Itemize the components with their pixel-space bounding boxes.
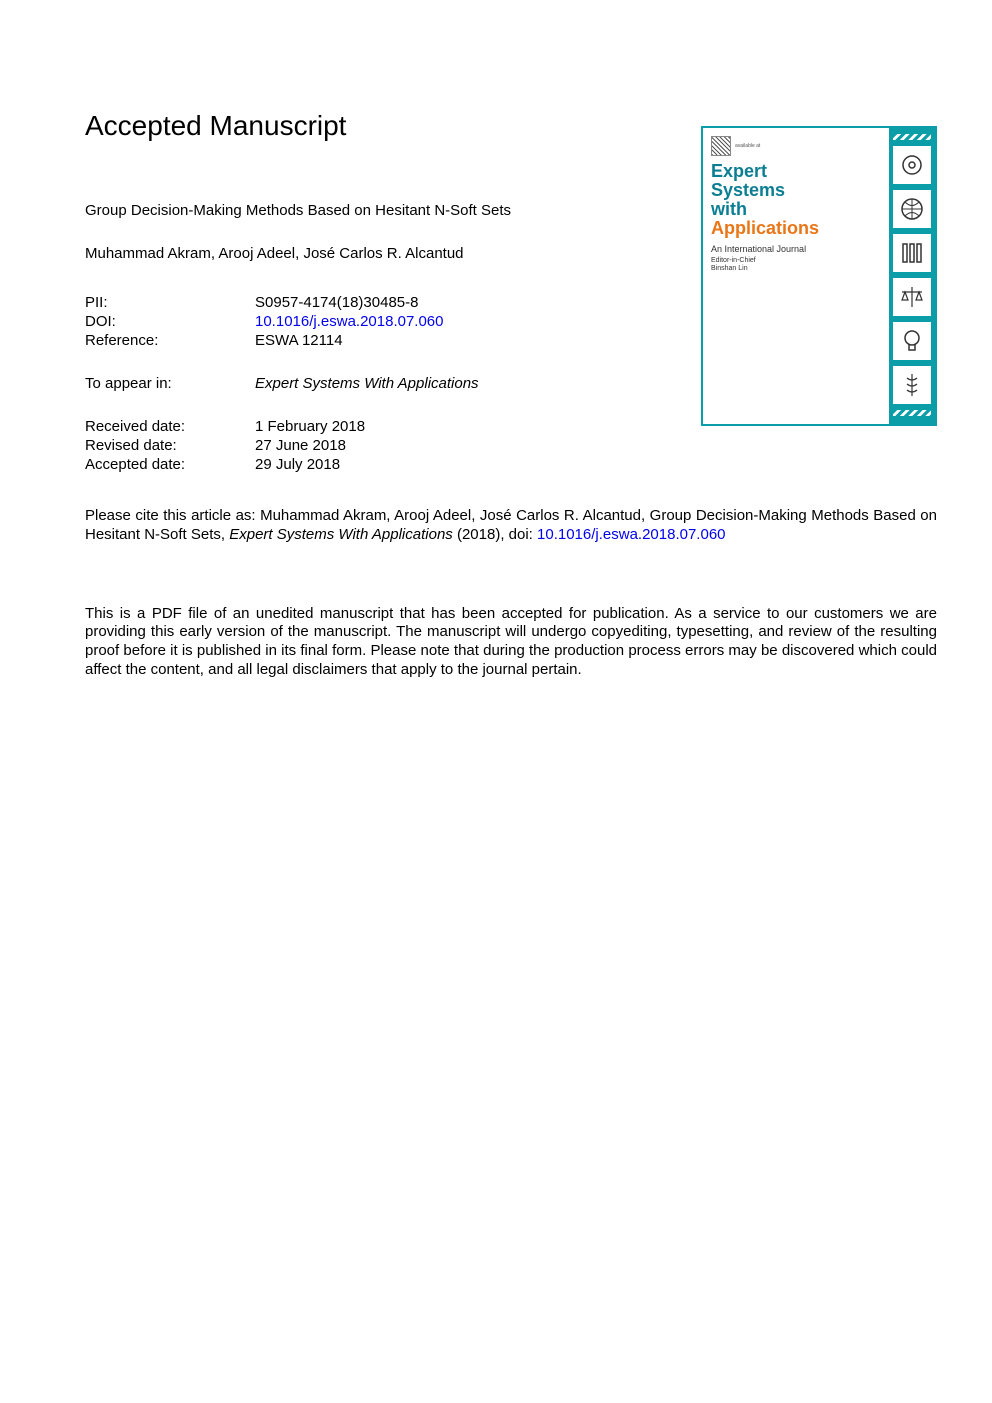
received-value: 1 February 2018 [255,418,365,435]
cover-title-line1: Expert [711,162,883,181]
doi-label: DOI: [85,313,255,330]
cover-subtitle: An International Journal [711,244,883,255]
cover-hatch-decoration [893,134,931,140]
article-title: Group Decision-Making Methods Based on H… [85,202,625,219]
citation-block: Please cite this article as: Muhammad Ak… [85,507,937,545]
to-appear-value: Expert Systems With Applications [255,375,479,392]
revised-label: Revised date: [85,437,255,454]
citation-year: (2018), doi: [453,526,537,543]
dates-block: Received date: 1 February 2018 Revised d… [85,418,937,473]
accepted-row: Accepted date: 29 July 2018 [85,456,937,473]
cover-logo-text: available at [735,143,760,149]
citation-doi-link[interactable]: 10.1016/j.eswa.2018.07.060 [537,526,726,543]
citation-journal: Expert Systems With Applications [229,526,453,543]
pii-value: S0957-4174(18)30485-8 [255,294,418,311]
cover-publisher-logo: available at [711,136,883,156]
lightbulb-icon [893,322,931,360]
scales-icon [893,278,931,316]
caduceus-icon [893,366,931,404]
revised-value: 27 June 2018 [255,437,346,454]
cover-eic-name: Binshan Lin [711,265,883,273]
columns-icon [893,234,931,272]
accepted-value: 29 July 2018 [255,456,340,473]
accepted-label: Accepted date: [85,456,255,473]
received-label: Received date: [85,418,255,435]
cover-left-panel: available at Expert Systems with Applica… [703,128,889,424]
to-appear-label: To appear in: [85,375,255,392]
disclaimer-text: This is a PDF file of an unedited manusc… [85,605,937,680]
cover-title-line4: Applications [711,219,883,238]
cover-title-line3: with [711,200,883,219]
revised-row: Revised date: 27 June 2018 [85,437,937,454]
journal-cover-thumbnail: available at Expert Systems with Applica… [701,126,937,426]
cover-icon-strip [889,128,935,424]
cover-title-line2: Systems [711,181,883,200]
pii-label: PII: [85,294,255,311]
cover-hatch-decoration-bottom [893,410,931,416]
reference-value: ESWA 12114 [255,332,343,349]
doi-link[interactable]: 10.1016/j.eswa.2018.07.060 [255,313,444,330]
globe-icon [893,190,931,228]
gear-icon [893,146,931,184]
cover-journal-title: Expert Systems with Applications [711,162,883,238]
cover-eic-label: Editor-in-Chief [711,257,883,265]
reference-label: Reference: [85,332,255,349]
publisher-mark-icon [711,136,731,156]
